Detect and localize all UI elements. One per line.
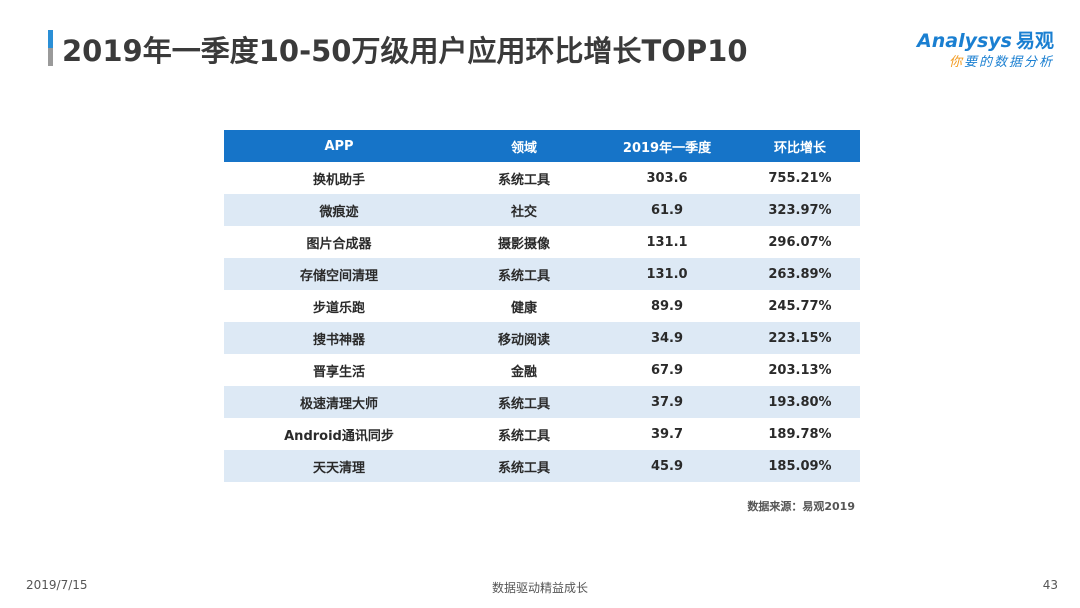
domain-cell: 系统工具 [454, 418, 594, 450]
app-name-cell: 步道乐跑 [224, 290, 454, 322]
growth-cell: 323.97% [740, 194, 860, 226]
table-row: 天天清理 系统工具 45.9 185.09% [224, 450, 860, 482]
growth-table: APP 领域 2019年一季度 环比增长 换机助手 系统工具 303.6 755.21… [224, 130, 860, 482]
column-header-domain: 领域 [454, 130, 594, 162]
app-name-cell: 换机助手 [224, 162, 454, 194]
table-row: 晋享生活 金融 67.9 203.13% [224, 354, 860, 386]
domain-cell: 系统工具 [454, 162, 594, 194]
footer-slogan: 数据驱动精益成长 [491, 581, 588, 595]
logo-brand-en: Analysys [917, 30, 1012, 52]
table-row: 微痕迹 社交 61.9 323.97% [224, 194, 860, 226]
q1-value-cell: 89.9 [594, 290, 740, 322]
domain-cell: 移动阅读 [454, 322, 594, 354]
domain-cell: 摄影摄像 [454, 226, 594, 258]
q1-value-cell: 37.9 [594, 386, 740, 418]
app-name-cell: 天天清理 [224, 450, 454, 482]
app-name-cell: 存储空间清理 [224, 258, 454, 290]
table-row: 换机助手 系统工具 303.6 755.21% [224, 162, 860, 194]
logo-slogan: 你要的数据分析 [949, 51, 1054, 70]
growth-cell: 193.80% [740, 386, 860, 418]
growth-cell: 245.77% [740, 290, 860, 322]
domain-cell: 金融 [454, 354, 594, 386]
growth-cell: 223.15% [740, 322, 860, 354]
page-number: 43 [1042, 578, 1058, 592]
q1-value-cell: 131.1 [594, 226, 740, 258]
table-row: 图片合成器 摄影摄像 131.1 296.07% [224, 226, 860, 258]
logo-slogan-rest: 要的数据分析 [963, 55, 1054, 70]
growth-cell: 263.89% [740, 258, 860, 290]
q1-value-cell: 39.7 [594, 418, 740, 450]
domain-cell: 系统工具 [454, 450, 594, 482]
app-name-cell: 晋享生活 [224, 354, 454, 386]
title-accent-bar [48, 30, 53, 66]
column-header-growth: 环比增长 [740, 130, 860, 162]
column-header-app: APP [224, 130, 454, 162]
domain-cell: 系统工具 [454, 258, 594, 290]
table-row: 极速清理大师 系统工具 37.9 193.80% [224, 386, 860, 418]
logo-brand: Analysys 易观 [917, 26, 1054, 53]
growth-cell: 296.07% [740, 226, 860, 258]
app-name-cell: 极速清理大师 [224, 386, 454, 418]
app-name-cell: 搜书神器 [224, 322, 454, 354]
growth-cell: 189.78% [740, 418, 860, 450]
q1-value-cell: 131.0 [594, 258, 740, 290]
domain-cell: 系统工具 [454, 386, 594, 418]
growth-cell: 203.13% [740, 354, 860, 386]
q1-value-cell: 45.9 [594, 450, 740, 482]
table-row: 存储空间清理 系统工具 131.0 263.89% [224, 258, 860, 290]
domain-cell: 社交 [454, 194, 594, 226]
growth-cell: 755.21% [740, 162, 860, 194]
app-name-cell: Android通讯同步 [224, 418, 454, 450]
q1-value-cell: 303.6 [594, 162, 740, 194]
data-source: 数据来源：易观2019 [747, 500, 855, 513]
domain-cell: 健康 [454, 290, 594, 322]
q1-value-cell: 34.9 [594, 322, 740, 354]
table-row: 步道乐跑 健康 89.9 245.77% [224, 290, 860, 322]
logo-brand-cn: 易观 [1015, 30, 1054, 52]
page-title: 2019年一季度10-50万级用户应用环比增长TOP10 [62, 34, 748, 68]
table-row: 搜书神器 移动阅读 34.9 223.15% [224, 322, 860, 354]
q1-value-cell: 61.9 [594, 194, 740, 226]
growth-cell: 185.09% [740, 450, 860, 482]
column-header-q1: 2019年一季度 [594, 130, 740, 162]
table-header-row: APP 领域 2019年一季度 环比增长 [224, 130, 860, 162]
growth-table-container: APP 领域 2019年一季度 环比增长 换机助手 系统工具 303.6 755.21… [224, 130, 860, 482]
logo-slogan-first: 你 [948, 55, 964, 70]
app-name-cell: 图片合成器 [224, 226, 454, 258]
app-name-cell: 微痕迹 [224, 194, 454, 226]
q1-value-cell: 67.9 [594, 354, 740, 386]
analysys-logo: Analysys 易观 你要的数据分析 [914, 26, 1054, 72]
table-row: Android通讯同步 系统工具 39.7 189.78% [224, 418, 860, 450]
footer-date: 2019/7/15 [26, 578, 88, 592]
